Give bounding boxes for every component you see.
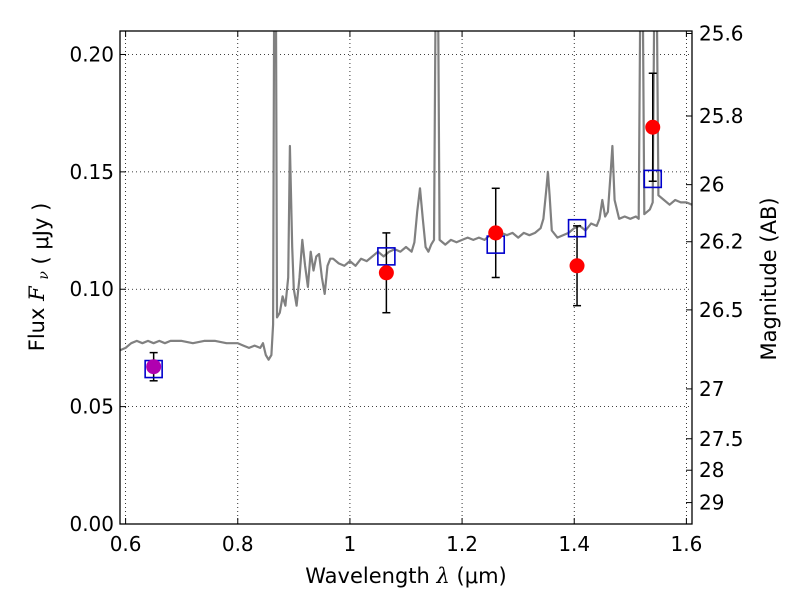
y-tick-label: 0.20 (69, 42, 114, 66)
axis-ticks: 0.6 0.8 1 1.2 1.4 1.6 0.00 0.05 0.10 0.15 0.20 25.6… (69, 21, 743, 556)
observed-circle-marker (488, 225, 504, 241)
plot-frame (119, 30, 693, 525)
y2-tick-label: 29 (699, 491, 724, 515)
y-axis-label-symbol: F (25, 285, 49, 302)
x-axis-label-symbol: λ (436, 564, 450, 588)
y-axis-label-text: Flux (25, 308, 49, 352)
y2-tick-label: 28 (699, 458, 724, 482)
spectrum-line (120, 31, 692, 361)
y2-tick-label: 25.6 (699, 21, 744, 45)
y-tick-label: 0.05 (69, 395, 114, 419)
x-tick-label: 1 (344, 532, 357, 556)
observed-circle-marker (378, 265, 394, 281)
y-tick-label: 0.15 (69, 160, 114, 184)
x-axis-label-unit: (μm) (457, 564, 507, 588)
x-tick-label: 0.8 (222, 532, 254, 556)
y2-tick-label: 26 (699, 173, 724, 197)
y2-axis-label: Magnitude (AB) (757, 197, 781, 360)
x-tick-label: 1.6 (670, 532, 702, 556)
y2-tick-label: 27.5 (699, 427, 744, 451)
y-axis-label-unit: ( μJy ) (29, 203, 53, 265)
y2-tick-label: 26.5 (699, 298, 744, 322)
model-square-marker (643, 169, 663, 189)
y2-tick-label: 26.2 (699, 230, 744, 254)
observed-circle-marker (569, 258, 585, 274)
x-tick-label: 0.6 (110, 532, 142, 556)
y-axis-label: Flux F ν ( μJy ) (25, 203, 53, 352)
y-tick-label: 0.10 (69, 277, 114, 301)
y2-tick-label: 25.8 (699, 104, 744, 128)
y-axis-label-subscript: ν (36, 271, 52, 280)
data-markers (144, 72, 663, 382)
y-tick-label: 0.00 (69, 512, 114, 536)
plot-area (120, 31, 692, 361)
observed-circle-marker (645, 119, 661, 135)
x-tick-label: 1.4 (558, 532, 590, 556)
x-tick-label: 1.2 (446, 532, 478, 556)
y2-tick-label: 27 (699, 377, 724, 401)
x-axis-label: Wavelength λ (μm) (305, 564, 506, 588)
observed-circle-marker (146, 359, 162, 375)
x-axis-label-text: Wavelength (305, 564, 430, 588)
model-square-marker (567, 218, 587, 238)
model-square-marker (377, 247, 396, 266)
